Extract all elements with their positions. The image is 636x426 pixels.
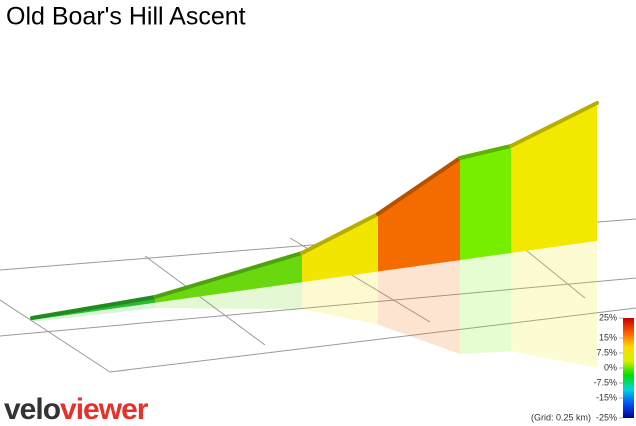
colorbar-tick-label: -15% [596, 392, 617, 402]
grid-line [0, 299, 111, 373]
chart-title: Old Boar's Hill Ascent [6, 3, 246, 31]
reflection [155, 282, 302, 310]
logo: veloviewer [4, 393, 149, 426]
colorbar-tick-label: 25% [599, 312, 617, 322]
colorbar-ticks: 25% 15% 7.5% 0% -7.5% -15% -25% [593, 312, 623, 422]
segment-edge [376, 156, 462, 216]
logo-first: velo [4, 393, 61, 426]
grid-line [144, 255, 266, 346]
reflection [32, 302, 155, 322]
reflection [511, 240, 597, 368]
colorbar-tick-label: 15% [599, 332, 617, 342]
segment-edge [153, 251, 304, 299]
colorbar-tick-label: -25% [596, 412, 617, 422]
grid-note: (Grid: 0.25 km) [531, 412, 591, 422]
segment-edge [509, 101, 599, 148]
segment-edge [300, 212, 380, 255]
colorbar-tick-label: 0% [604, 362, 617, 372]
reflection [460, 252, 511, 354]
colorbar-tick-label: -7.5% [593, 377, 617, 387]
segment-edge [30, 295, 157, 320]
profile [30, 101, 599, 368]
reflection [378, 260, 460, 354]
colorbar-tick-label: 7.5% [596, 347, 617, 357]
segment [511, 103, 597, 253]
segment [378, 158, 460, 272]
segment [460, 146, 511, 261]
segment-edge [458, 144, 513, 160]
reflection [302, 271, 378, 325]
grid-line [109, 307, 636, 373]
grid-line [0, 277, 636, 337]
logo-second: viewer [60, 393, 149, 426]
segment [302, 214, 378, 283]
colorbar [623, 318, 634, 418]
